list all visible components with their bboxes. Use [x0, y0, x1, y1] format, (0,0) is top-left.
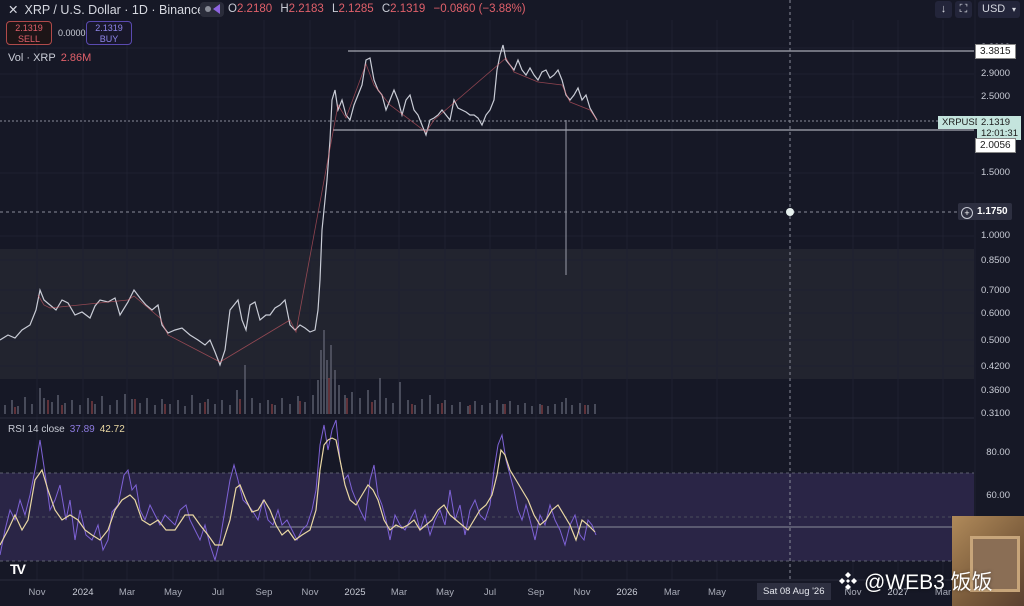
- price-tick: 1.0000: [980, 230, 1010, 241]
- sell-button[interactable]: 2.1319 SELL: [6, 21, 52, 45]
- price-tick: 2.5000: [980, 91, 1010, 102]
- watermark: @WEB3 饭饭: [838, 566, 993, 596]
- time-tick: Mar: [390, 587, 408, 598]
- add-alert-icon[interactable]: +: [961, 207, 973, 219]
- time-tick: May: [436, 587, 454, 598]
- time-tick: May: [164, 587, 182, 598]
- time-tick: Mar: [663, 587, 681, 598]
- open-value: 2.2180: [236, 3, 273, 15]
- price-tick: 0.4200: [980, 361, 1010, 372]
- time-tick: Mar: [934, 587, 952, 598]
- streamer-avatar: [952, 516, 1024, 606]
- time-tick: Nov: [573, 587, 591, 598]
- ohlc-values: O2.2180 H2.2183 L2.1285 C2.1319 −0.0860 …: [228, 3, 526, 15]
- low-value: 2.1285: [338, 3, 374, 15]
- rsi-ma-value: 42.72: [99, 424, 125, 435]
- rsi-legend[interactable]: RSI 14 close 37.89 42.72: [8, 424, 125, 435]
- fullscreen-icon: ⛶: [959, 3, 968, 15]
- change-value: −0.0860 (−3.88%): [433, 3, 526, 15]
- time-tick: Jul: [483, 587, 497, 598]
- time-tick: 2026: [616, 587, 638, 598]
- time-tick: Sep: [527, 587, 545, 598]
- price-tick: 1.5000: [980, 167, 1010, 178]
- crosshair-price-tag[interactable]: +1.1750: [958, 203, 1012, 220]
- time-tick: May: [708, 587, 726, 598]
- high-value: 2.2183: [288, 3, 324, 15]
- download-icon: ↓: [940, 3, 947, 15]
- currency-select[interactable]: USD ▾: [978, 1, 1020, 18]
- fullscreen-button[interactable]: ⛶: [955, 1, 972, 18]
- time-tick: 2025: [344, 587, 366, 598]
- rsi-tick: 60.00: [986, 490, 1010, 501]
- download-button[interactable]: ↓: [935, 1, 952, 18]
- time-tick: Sep: [255, 587, 273, 598]
- price-tick: 0.7000: [980, 285, 1010, 296]
- bar-countdown: 12:01:31: [981, 128, 1018, 139]
- price-tick: 2.9000: [980, 68, 1010, 79]
- tradingview-logo[interactable]: TV: [10, 561, 26, 577]
- price-tick: 0.8500: [980, 255, 1010, 266]
- volume-legend[interactable]: Vol · XRP 2.86M: [8, 52, 92, 64]
- time-tick: Nov: [301, 587, 319, 598]
- crosshair-date-tag: Sat 08 Aug '26: [757, 583, 831, 600]
- time-tick: 2024: [72, 587, 94, 598]
- price-tick: 0.3600: [980, 385, 1010, 396]
- visibility-toggle[interactable]: [200, 2, 224, 17]
- binance-logo-icon: [839, 572, 857, 590]
- price-tick: 0.5000: [980, 335, 1010, 346]
- buy-button[interactable]: 2.1319 BUY: [86, 21, 132, 45]
- volume-value: 2.86M: [60, 52, 92, 64]
- close-icon[interactable]: ✕: [8, 3, 19, 17]
- spread-value: 0.0000: [58, 28, 86, 38]
- resistance-price-tag: 3.3815: [975, 44, 1016, 59]
- rsi-value: 37.89: [69, 424, 95, 435]
- chevron-down-icon: ▾: [1011, 5, 1016, 14]
- time-tick: Nov: [28, 587, 46, 598]
- close-value: 2.1319: [390, 3, 426, 15]
- time-tick: 2027: [887, 587, 909, 598]
- symbol-tag: XRPUSD: [938, 116, 986, 129]
- time-tick: Mar: [118, 587, 136, 598]
- price-tick: 0.6000: [980, 308, 1010, 319]
- time-tick: Nov: [844, 587, 862, 598]
- support-price-tag: 2.0056: [975, 138, 1016, 153]
- last-price-tag: 2.1319 12:01:31: [977, 116, 1021, 140]
- dot-icon: [205, 6, 211, 12]
- symbol-title[interactable]: ✕ XRP / U.S. Dollar · 1D · Binance: [8, 3, 205, 17]
- rsi-tick: 80.00: [986, 447, 1010, 458]
- price-tick: 0.3100: [980, 408, 1010, 419]
- time-tick: Jul: [211, 587, 225, 598]
- indicator-icon: [213, 4, 220, 14]
